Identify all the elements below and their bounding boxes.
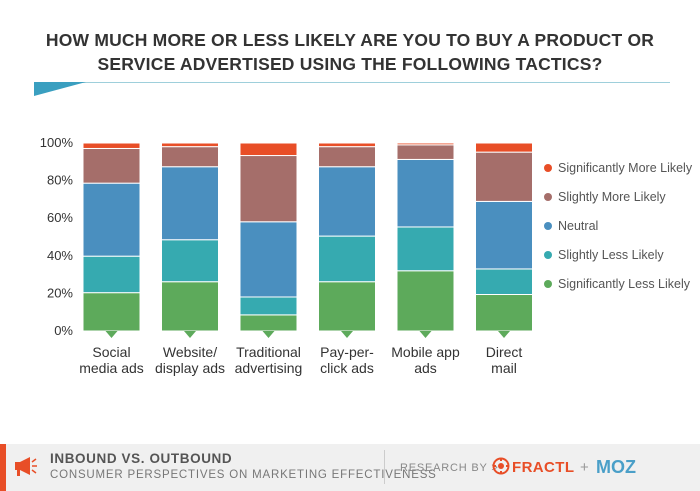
x-tick-label: Direct (486, 344, 523, 360)
bar-segment (239, 314, 298, 332)
bar-segment (318, 235, 376, 283)
x-tick-label: Traditional (236, 344, 301, 360)
bar-segment (161, 166, 219, 241)
fractl-logo-icon (492, 457, 510, 475)
chart-title-line-2: SERVICE ADVERTISED USING THE FOLLOWING T… (97, 54, 603, 74)
bar-segment (475, 151, 533, 202)
x-tick-label: advertising (235, 360, 303, 376)
x-tick-label: Social (92, 344, 130, 360)
bar-segment (396, 270, 455, 332)
footer-heading: INBOUND VS. OUTBOUND (50, 451, 233, 466)
legend-label: Significantly More Likely (558, 161, 693, 175)
bar-pointer (105, 331, 118, 338)
chart-title: HOW MUCH MORE OR LESS LIKELY ARE YOU TO … (0, 28, 700, 76)
bar-segment (318, 142, 376, 148)
y-tick-label: 40% (47, 248, 73, 263)
x-tick-label: Website/ (163, 344, 217, 360)
bar-pointer (341, 331, 353, 338)
bar-segment (475, 142, 533, 153)
y-tick-label: 100% (40, 135, 74, 150)
bar-segment (161, 281, 219, 332)
bar-segment (161, 146, 219, 168)
x-tick-label: mail (491, 360, 517, 376)
bar-segment (239, 221, 298, 298)
legend-marker (544, 251, 552, 259)
x-tick-label: Mobile app (391, 344, 460, 360)
bar-segment (161, 142, 219, 148)
moz-logo: MOZ (596, 457, 636, 477)
bar-segment (82, 142, 141, 149)
research-by-label: RESEARCH BY > (400, 462, 499, 474)
fractl-logo: FRACTL (512, 459, 575, 476)
plus-sign: + (580, 459, 589, 476)
bar-segment (239, 155, 298, 223)
bar-segment (475, 200, 533, 270)
x-tick-label: media ads (79, 360, 144, 376)
bar-segment (82, 292, 141, 332)
megaphone-icon (15, 457, 37, 476)
bar-segment (318, 166, 376, 237)
bar-segment (161, 239, 219, 283)
chart-title-line-1: HOW MUCH MORE OR LESS LIKELY ARE YOU TO … (45, 30, 655, 50)
title-divider-accent (34, 82, 86, 96)
legend-marker (544, 280, 552, 288)
bar-segment (318, 281, 376, 332)
y-tick-label: 60% (47, 210, 73, 225)
bar-segment (475, 268, 533, 295)
bar-pointer (498, 331, 510, 338)
title-divider (34, 82, 670, 83)
bar-pointer (419, 331, 432, 338)
bar-segment (82, 147, 141, 184)
bar-segment (82, 255, 141, 294)
bar-pointer (262, 331, 275, 338)
y-tick-label: 80% (47, 173, 73, 188)
bar-pointer (184, 331, 196, 338)
legend-label: Significantly Less Likely (558, 277, 691, 291)
y-tick-label: 0% (54, 323, 73, 338)
y-tick-label: 20% (47, 285, 73, 300)
legend-label: Slightly More Likely (558, 190, 666, 204)
x-tick-label: display ads (155, 360, 225, 376)
bar-segment (82, 182, 141, 257)
legend-marker (544, 222, 552, 230)
bar-segment (396, 142, 455, 146)
footer (0, 444, 700, 491)
footer-divider (384, 450, 385, 484)
bar-segment (475, 293, 533, 332)
x-tick-label: ads (414, 360, 437, 376)
legend-label: Neutral (558, 219, 598, 233)
x-tick-label: Pay-per- (320, 344, 374, 360)
footer-subheading: CONSUMER PERSPECTIVES ON MARKETING EFFEC… (50, 469, 437, 481)
bar-segment (396, 226, 455, 272)
bar-segment (239, 296, 298, 316)
legend-marker (544, 193, 552, 201)
bar-segment (239, 142, 298, 157)
legend-marker (544, 164, 552, 172)
research-by-text: RESEARCH BY (400, 462, 488, 474)
footer-accent-bar (0, 444, 6, 491)
bar-segment (318, 146, 376, 168)
x-tick-label: click ads (320, 360, 374, 376)
bar-segment (396, 158, 455, 228)
legend-label: Slightly Less Likely (558, 248, 664, 262)
bar-segment (396, 144, 455, 160)
